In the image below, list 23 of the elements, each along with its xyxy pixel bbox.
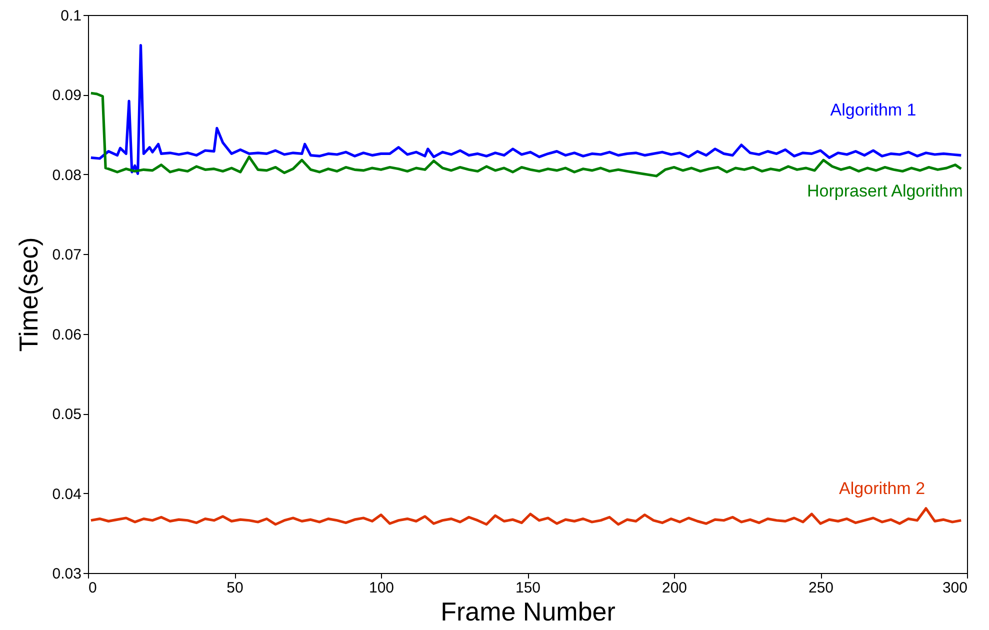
series-label: Algorithm 1 [830,100,916,120]
y-tick-label: 0.05 [52,406,82,424]
x-tick-label: 0 [88,580,97,596]
line-series [90,507,962,526]
x-tick-label: 150 [515,580,541,596]
x-axis-title: Frame Number [440,596,616,626]
series-label: Horprasert Algorithm [807,181,963,200]
y-tick-label: 0.08 [52,166,82,184]
x-tick-label: 50 [226,580,244,596]
line-series [90,44,962,175]
line-series [90,92,962,178]
y-tick-label: 0.03 [52,566,82,582]
series-label: Algorithm 2 [839,478,926,498]
y-tick-label: 0.09 [52,87,82,104]
y-tick-label: 0.04 [52,486,82,503]
y-tick-label: 0.06 [52,326,82,344]
x-tick-label: 300 [942,580,968,596]
y-axis-title: Time(sec) [13,237,44,352]
x-tick-label: 250 [808,580,834,596]
x-tick-label: 100 [368,580,394,596]
y-tick-label: 0.1 [60,8,82,24]
y-tick-label: 0.07 [52,246,82,264]
x-tick-label: 200 [662,580,688,596]
